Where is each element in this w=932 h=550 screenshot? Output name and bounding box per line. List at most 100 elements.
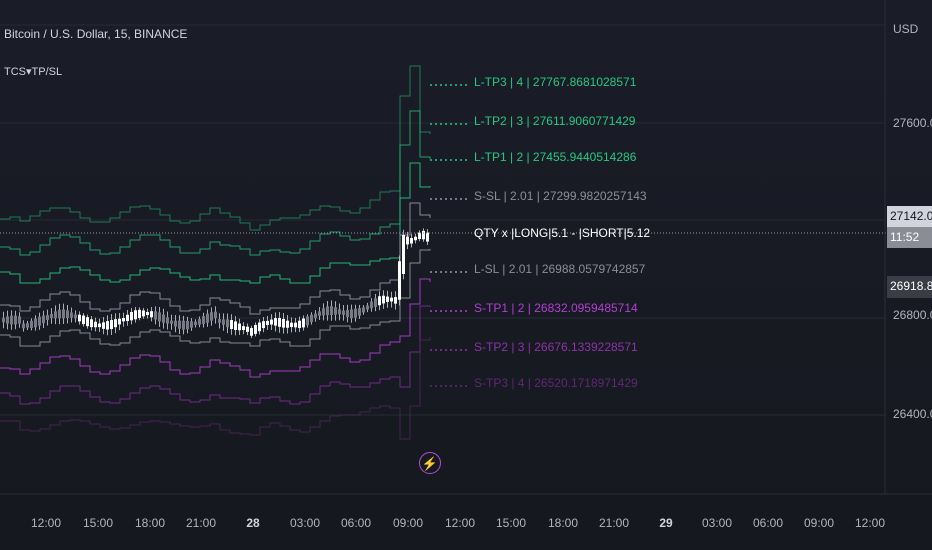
candle-body: [358, 308, 361, 316]
time-axis-label: 03:00: [289, 516, 321, 530]
candle-body: [218, 319, 221, 323]
candle-body: [30, 320, 33, 328]
candle-body: [318, 311, 321, 316]
candle-body: [182, 320, 185, 330]
level-label-l-tp1: L-TP1 | 2 | 27455.9440514286: [474, 150, 637, 164]
candle-body: [226, 319, 229, 328]
candle-body: [186, 320, 189, 330]
time-axis-label: 12:00: [854, 516, 886, 530]
candle-body: [382, 295, 385, 304]
candle-body: [146, 311, 149, 316]
candle-body: [102, 322, 105, 329]
candle-body: [402, 235, 405, 274]
candle-body: [266, 320, 269, 326]
candle-body: [406, 236, 409, 245]
candle-body: [94, 321, 97, 328]
candle-body: [306, 316, 309, 326]
candle-body: [374, 298, 377, 307]
level-dotted-lines: [430, 84, 470, 387]
candle-body: [378, 296, 381, 306]
level-label-l-sl: L-SL | 2.01 | 26988.0579742857: [474, 262, 646, 276]
band-line: [0, 65, 431, 231]
candle-body: [342, 310, 345, 315]
candle-body: [166, 317, 169, 324]
band-line: [0, 110, 431, 256]
price-axis-label: 26400.00: [893, 407, 932, 421]
level-label-l-tp3: L-TP3 | 4 | 27767.8681028571: [474, 75, 637, 89]
candle-body: [298, 320, 301, 329]
level-label-s-sl: S-SL | 2.01 | 27299.9820257143: [474, 189, 647, 203]
bar-countdown-tag: 11:52: [887, 227, 932, 248]
candle-body: [222, 319, 225, 325]
candle-body: [322, 308, 325, 316]
candle-body: [18, 316, 21, 324]
level-label-s-tp2: S-TP2 | 3 | 26676.1339228571: [474, 340, 638, 354]
qty-label: QTY x |LONG|5.1 - |SHORT|5.12: [474, 226, 651, 240]
candle-body: [410, 238, 413, 244]
candle-body: [418, 232, 421, 239]
candle-body: [270, 319, 273, 325]
candle-body: [426, 232, 429, 242]
candle-body: [230, 320, 233, 329]
candle-body: [42, 315, 45, 324]
candle-body: [246, 326, 249, 332]
candle-body: [174, 320, 177, 327]
level-label-s-tp1: S-TP1 | 2 | 26832.0959485714: [474, 301, 638, 315]
candle-body: [294, 322, 297, 328]
candle-body: [54, 311, 57, 319]
band-line: [0, 202, 431, 315]
candle-body: [110, 319, 113, 329]
candle-body: [366, 305, 369, 310]
candle-body: [254, 324, 257, 334]
candle-body: [394, 297, 397, 304]
candle-body: [414, 236, 417, 241]
low-price-tag: 26918.80: [887, 276, 932, 298]
currency-label[interactable]: USD: [893, 22, 919, 36]
time-axis-label: 09:00: [392, 516, 424, 530]
candle-body: [210, 312, 213, 321]
candlesticks: [2, 228, 429, 339]
candle-body: [354, 308, 357, 318]
lightning-icon[interactable]: ⚡: [419, 452, 441, 474]
time-axis-label: 12:00: [30, 516, 62, 530]
candle-body: [46, 315, 49, 321]
symbol-title[interactable]: Bitcoin / U.S. Dollar, 15, BINANCE: [4, 27, 188, 41]
time-axis-label: 15:00: [495, 516, 527, 530]
candle-body: [258, 322, 261, 332]
candle-body: [398, 261, 401, 300]
candle-body: [386, 296, 389, 302]
candle-body: [130, 312, 133, 321]
candle-body: [326, 306, 329, 316]
candle-body: [262, 321, 265, 329]
candle-body: [82, 315, 85, 325]
level-label-s-tp3: S-TP3 | 4 | 26520.1718971429: [474, 376, 638, 390]
candle-body: [6, 316, 9, 324]
candle-body: [286, 320, 289, 328]
band-line: [0, 305, 431, 405]
candle-body: [350, 309, 353, 319]
time-axis-label: 03:00: [701, 516, 733, 530]
candle-body: [62, 309, 65, 319]
candle-body: [214, 311, 217, 319]
candle-body: [58, 309, 61, 319]
candle-body: [118, 318, 121, 325]
candle-body: [330, 306, 333, 315]
candle-body: [310, 314, 313, 323]
candle-body: [158, 312, 161, 322]
candle-body: [178, 320, 181, 329]
time-axis-label: 18:00: [134, 516, 166, 530]
time-axis-label: 28: [246, 516, 260, 530]
candle-body: [194, 321, 197, 326]
time-axis-label: 06:00: [752, 516, 784, 530]
candle-body: [170, 320, 173, 324]
candle-body: [126, 314, 129, 322]
candle-body: [86, 317, 89, 327]
candle-body: [70, 312, 73, 318]
band-line: [0, 162, 431, 284]
candle-body: [338, 309, 341, 315]
candle-body: [122, 318, 125, 322]
indicator-title[interactable]: TCS▾TP/SL: [4, 66, 63, 78]
band-line: [0, 249, 431, 347]
